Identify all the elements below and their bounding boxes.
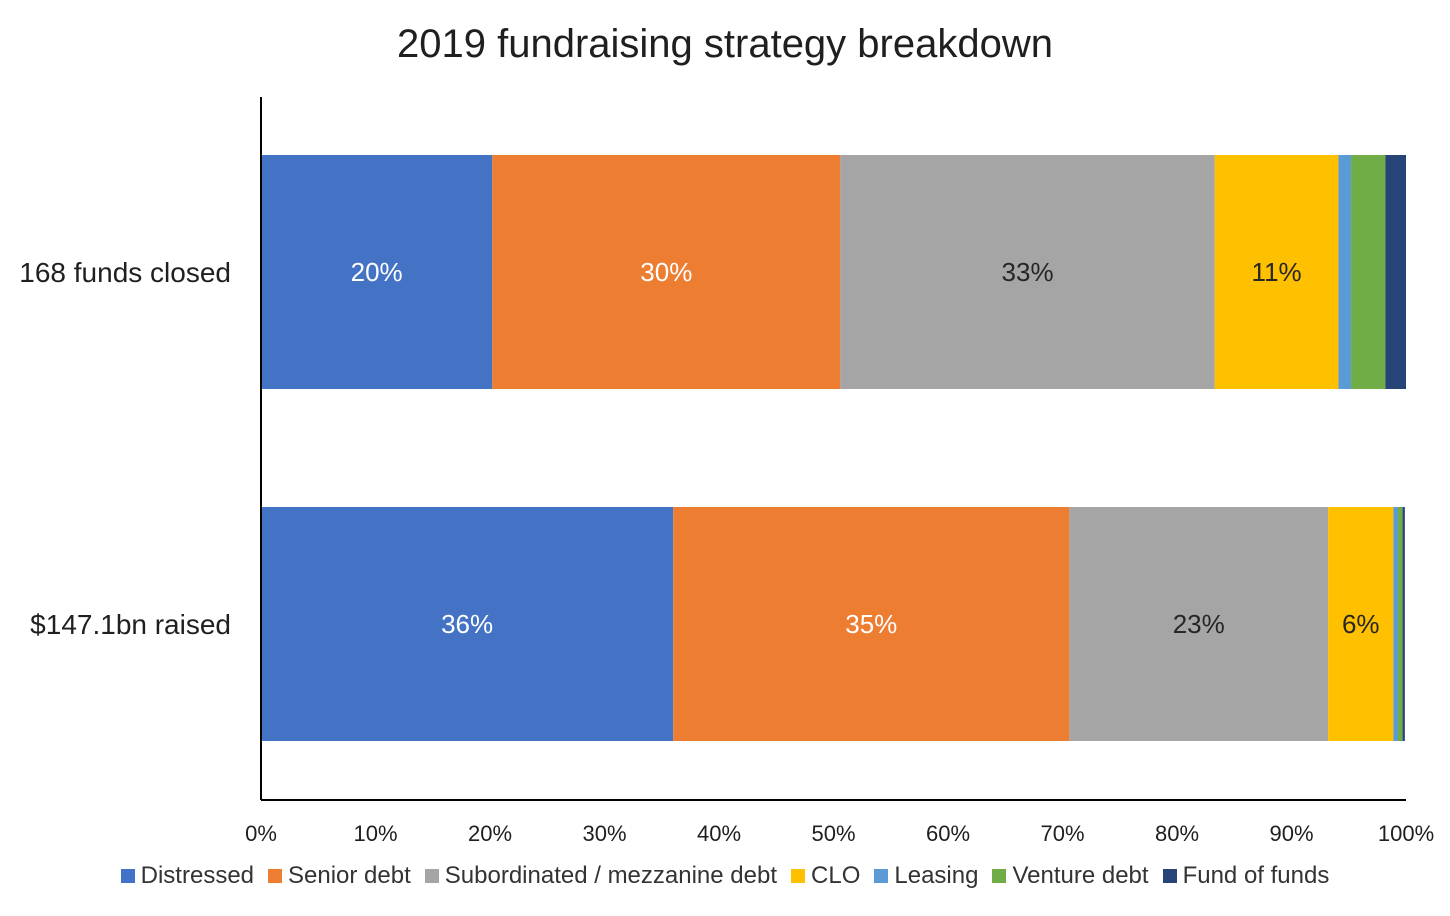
bar-segment-senior-debt-1: [673, 507, 1070, 741]
chart-plot: 20% 30% 33% 11% 36% 35% 23% 6% 0% 10% 20% 30% 40% 50…: [19, 97, 1434, 846]
axes-group: [260, 97, 1406, 801]
category-labels-group: 168 funds closed $147.1bn raised: [19, 257, 231, 640]
legend-swatch: [992, 869, 1007, 883]
bar-segment-venture-debt-0: [1351, 155, 1386, 389]
bar-segment-senior-debt-0: [492, 155, 841, 389]
legend-swatch: [874, 869, 889, 883]
legend-item: Venture debt: [992, 862, 1149, 890]
data-label: 35%: [845, 609, 897, 639]
x-tick-label: 50%: [811, 821, 855, 846]
data-label: 33%: [1002, 257, 1054, 287]
legend-swatch: [268, 869, 283, 883]
x-tick-label: 60%: [926, 821, 970, 846]
legend-swatch: [120, 869, 135, 883]
category-label: 168 funds closed: [19, 257, 231, 288]
data-label: 11%: [1252, 257, 1302, 287]
bar-segment-leasing-0: [1338, 155, 1352, 389]
x-tick-label: 100%: [1378, 821, 1434, 846]
bar-segment-clo-0: [1214, 155, 1339, 389]
x-tick-label: 80%: [1155, 821, 1199, 846]
bar-segment-subordinated-mezzanine-debt-0: [840, 155, 1215, 389]
x-tick-label: 0%: [245, 821, 277, 846]
data-label: 6%: [1342, 609, 1380, 639]
data-label: 23%: [1173, 609, 1225, 639]
data-label: 36%: [441, 609, 493, 639]
x-tick-label: 30%: [582, 821, 626, 846]
bars-group: 20% 30% 33% 11% 36% 35% 23% 6%: [261, 155, 1406, 741]
legend-swatch: [1162, 869, 1177, 883]
legend-label: CLO: [811, 862, 861, 889]
legend-label: Distressed: [140, 862, 255, 889]
legend-label: Subordinated / mezzanine debt: [444, 862, 778, 889]
bar-segment-clo-1: [1328, 507, 1394, 741]
legend-label: Senior debt: [288, 862, 411, 889]
data-label: 20%: [351, 257, 403, 287]
x-tick-label: 10%: [353, 821, 397, 846]
legend: Distressed Senior debt Subordinated / mezz…: [0, 862, 1450, 890]
legend-label: Fund of funds: [1182, 862, 1330, 889]
legend-item: Senior debt: [268, 862, 411, 890]
chart-title: 2019 fundraising strategy breakdown: [397, 22, 1053, 66]
legend-item: Subordinated / mezzanine debt: [424, 862, 778, 890]
legend-item: Fund of funds: [1162, 862, 1330, 890]
legend-item: Leasing: [874, 862, 978, 890]
bar-segment-venture-debt-1: [1397, 507, 1403, 741]
x-tick-label: 20%: [468, 821, 512, 846]
legend-label: Leasing: [894, 862, 979, 889]
legend-swatch: [791, 869, 806, 883]
data-label: 30%: [640, 257, 692, 287]
bar-segment-distressed-0: [261, 155, 493, 389]
legend-item: CLO: [791, 862, 860, 890]
bar-segment-leasing-1: [1393, 507, 1398, 741]
x-tick-label: 90%: [1269, 821, 1313, 846]
bar-segment-subordinated-mezzanine-debt-1: [1069, 507, 1329, 741]
bar-segment-fund-of-funds-1: [1402, 507, 1405, 741]
legend-item: Distressed: [120, 862, 255, 890]
legend-swatch: [424, 869, 439, 883]
bar-segment-fund-of-funds-0: [1385, 155, 1406, 389]
bar-segment-distressed-1: [261, 507, 674, 741]
legend-label: Venture debt: [1012, 862, 1149, 889]
x-ticks-group: 0% 10% 20% 30% 40% 50% 60% 70% 80% 90% 100%: [245, 821, 1434, 846]
x-tick-label: 70%: [1040, 821, 1084, 846]
x-tick-label: 40%: [697, 821, 741, 846]
category-label: $147.1bn raised: [30, 609, 231, 640]
